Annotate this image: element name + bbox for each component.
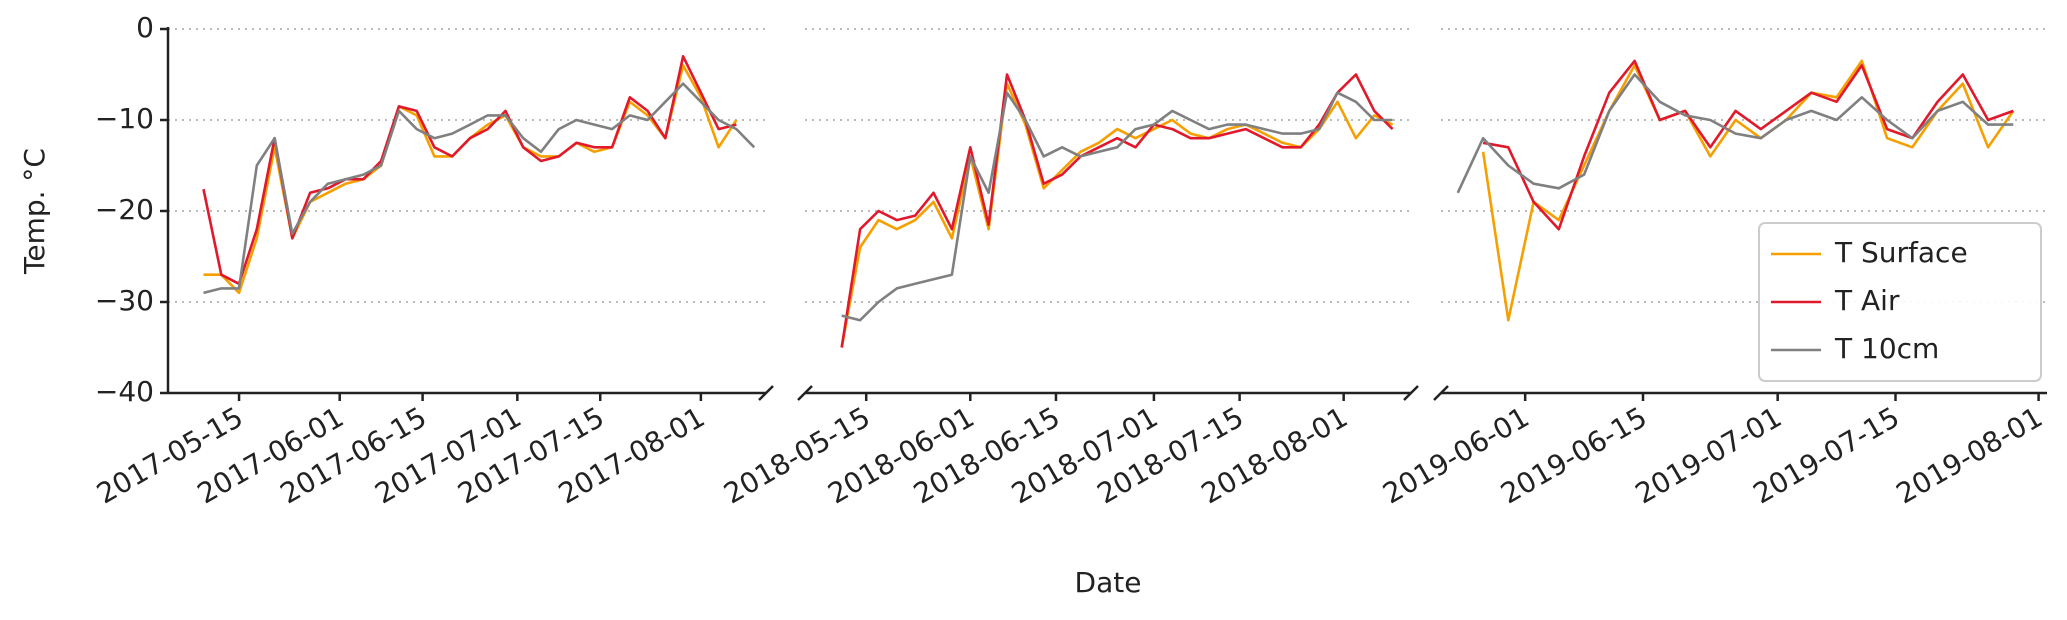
data-line [203, 82, 756, 295]
axis-break [797, 385, 813, 401]
data-line [1482, 59, 2014, 231]
y-tick-label: −10 [95, 102, 154, 135]
axis-break [758, 385, 774, 401]
y-tick-label: −20 [95, 193, 154, 226]
data-line [202, 55, 737, 286]
legend-box [1758, 222, 2042, 382]
data-line [840, 73, 1394, 348]
data-line [841, 91, 1393, 322]
x-axis-label: Date [1075, 566, 1142, 599]
legend-label: T Air [1834, 284, 1900, 317]
axis-break [1403, 385, 1419, 401]
legend-label: T 10cm [1834, 332, 1939, 365]
y-axis-label: Temp. °C [18, 148, 51, 275]
y-tick-label: −40 [95, 375, 154, 408]
data-line [840, 82, 1394, 348]
y-tick-label: 0 [136, 11, 154, 44]
y-tick-label: −30 [95, 284, 154, 317]
data-line [1456, 73, 2014, 194]
legend-label: T Surface [1834, 236, 1968, 269]
x-tick-label: 2019-08-01 [1891, 400, 2048, 510]
axis-break [1433, 385, 1449, 401]
